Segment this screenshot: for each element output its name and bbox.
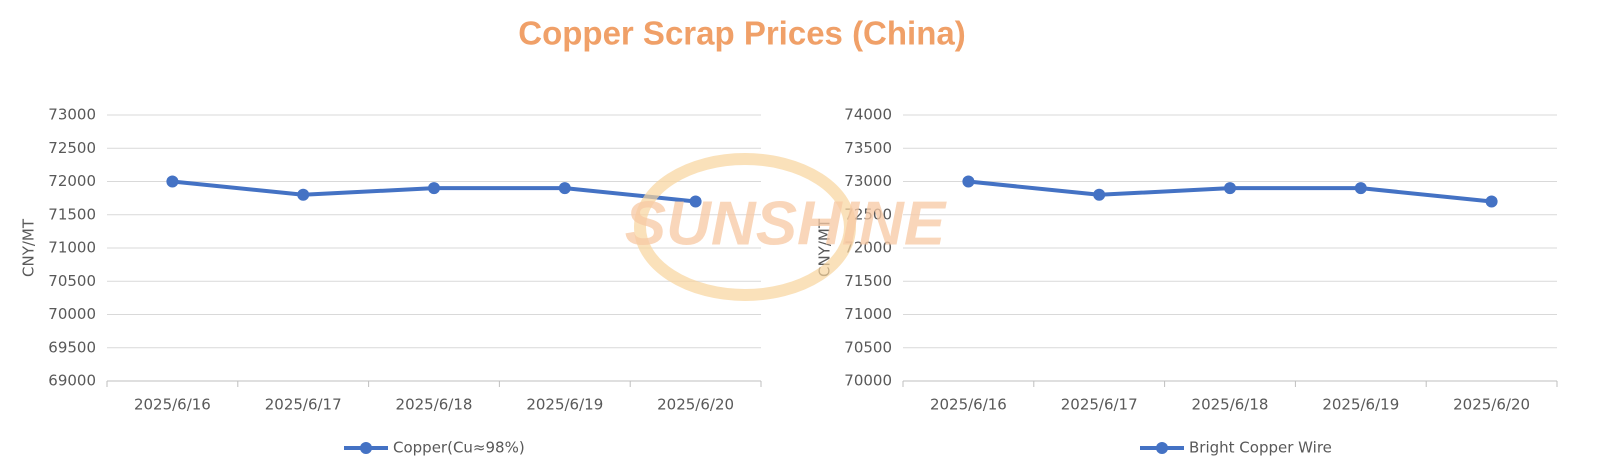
data-point [1485,195,1498,208]
legend-marker [360,442,372,454]
charts: 69000 69500 70000 70500 71000 71500 72000 72500… [20,106,1558,457]
y-tick-label: 69500 [48,338,96,356]
x-tick-label: 2025/6/16 [134,396,211,414]
x-tick-label: 2025/6/18 [1192,396,1269,414]
y-tick-label: 73500 [844,139,892,157]
x-tick-label: 2025/6/17 [265,396,342,414]
data-point [428,182,440,195]
y-tick-label: 72000 [844,239,892,257]
chart: 70000 70500 71000 71500 72000 72500 73000 73500… [816,106,1558,457]
y-tick-label: 70500 [844,338,892,356]
legend-label: Copper(Cu≈98%) [393,439,525,457]
x-tick-label: 2025/6/20 [1453,396,1530,414]
watermark: SUNSHINE [625,189,947,258]
x-tick-label: 2025/6/19 [526,396,603,414]
chart-title: Copper Scrap Prices (China) [518,15,965,52]
x-tick-label: 2025/6/16 [930,396,1007,414]
y-tick-label: 70500 [48,272,96,290]
y-tick-label: 74000 [844,106,892,124]
data-point [558,182,571,195]
y-tick-label: 72500 [48,139,96,157]
y-tick-label: 71500 [48,205,96,223]
data-point [1224,182,1236,195]
y-tick-label: 71000 [48,239,96,257]
x-tick-label: 2025/6/20 [657,396,734,414]
y-tick-label: 72500 [844,205,892,223]
y-tick-label: 71500 [844,272,892,290]
chart: 69000 69500 70000 70500 71000 71500 72000 72500… [20,106,762,457]
y-tick-label: 71000 [844,305,892,323]
y-axis-label: CNY/MT [20,218,38,277]
y-tick-label: 70000 [48,305,96,323]
y-tick-label: 72000 [48,172,96,190]
data-point [962,175,975,188]
data-point [689,195,702,208]
y-tick-label: 70000 [844,372,892,390]
y-tick-label: 73000 [48,106,96,124]
watermark-logo [634,153,856,301]
x-tick-label: 2025/6/17 [1061,396,1138,414]
data-point [297,188,310,201]
legend-label: Bright Copper Wire [1189,439,1332,457]
data-point [1093,188,1106,201]
legend-marker [1156,442,1168,454]
y-tick-label: 69000 [48,372,96,390]
x-tick-label: 2025/6/19 [1322,396,1399,414]
x-tick-label: 2025/6/18 [396,396,473,414]
y-tick-label: 73000 [844,172,892,190]
data-point [166,175,179,188]
data-point [1354,182,1367,195]
